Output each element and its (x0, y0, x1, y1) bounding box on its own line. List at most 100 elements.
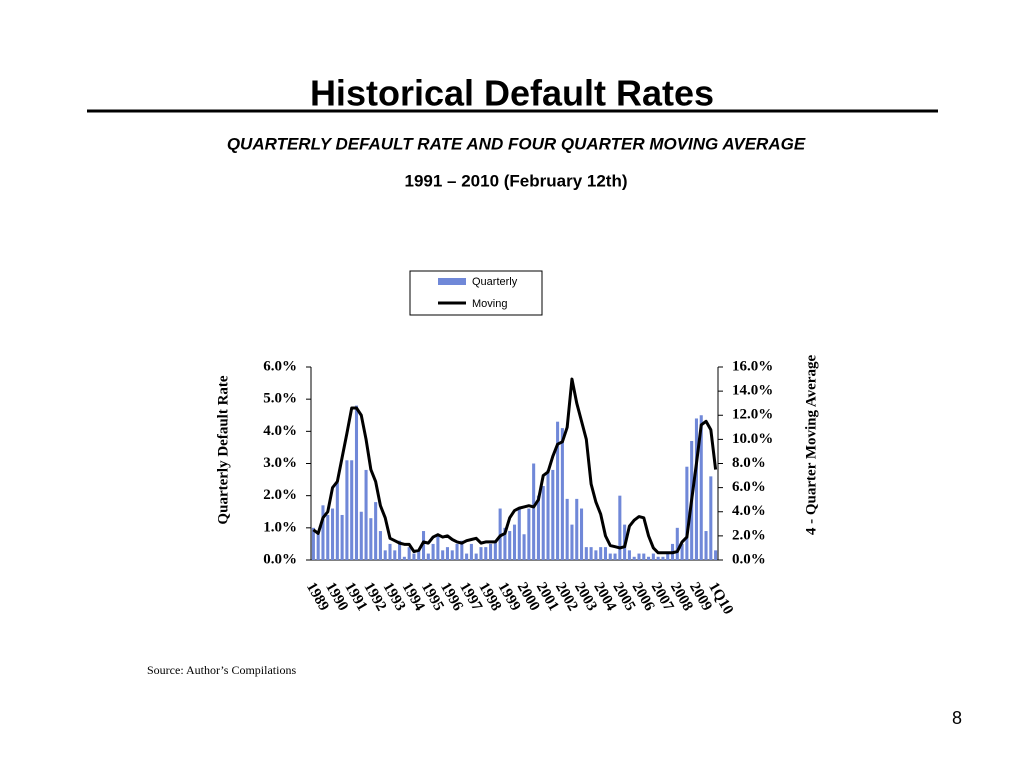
y-tick-label: 4.0% (263, 423, 297, 439)
bar (608, 553, 612, 560)
bar (359, 511, 363, 560)
bar (714, 550, 718, 560)
bar (575, 498, 579, 560)
source-note: Source: Author’s Compilations (147, 663, 296, 677)
bar (541, 486, 545, 560)
y-tick-label: 2.0% (263, 487, 297, 503)
bar (647, 556, 651, 560)
bar (560, 428, 564, 560)
bar (603, 547, 608, 560)
bar (393, 550, 397, 560)
bar (666, 553, 670, 560)
slide-title: Historical Default Rates (310, 73, 714, 114)
bar (556, 421, 560, 560)
bar (412, 553, 416, 560)
bar (489, 543, 493, 560)
bar (398, 540, 402, 560)
bar (340, 514, 344, 560)
bar (685, 466, 689, 560)
bar (311, 527, 315, 560)
bar (316, 534, 320, 560)
bar (455, 543, 459, 560)
bar (493, 540, 497, 560)
bar (374, 502, 378, 560)
bar (508, 531, 512, 560)
y-tick-label: 0.0% (263, 551, 297, 567)
bar (661, 556, 665, 560)
y-axis-label: Quarterly Default Rate (215, 375, 231, 524)
y-tick-label: 6.0% (263, 358, 297, 374)
bar (584, 547, 588, 560)
bar (599, 547, 603, 560)
y-tick-label: 5.0% (263, 391, 297, 407)
bar (364, 469, 368, 560)
bar (474, 553, 478, 560)
y2-tick-label: 16.0% (732, 358, 773, 374)
bar (426, 553, 430, 560)
bar (450, 550, 454, 560)
bar (694, 418, 698, 560)
legend-label: Quarterly (472, 276, 518, 288)
bar (484, 547, 488, 560)
y2-axis-label: 4 - Quarter Moving Average (803, 355, 819, 536)
bar (570, 524, 574, 560)
bar (321, 505, 325, 560)
bar (704, 531, 708, 560)
bar (627, 550, 631, 560)
bar (580, 508, 584, 560)
moving-average-line (312, 377, 718, 555)
bar (383, 550, 387, 560)
legend-swatch (438, 278, 466, 285)
bar (417, 550, 421, 560)
bar (527, 508, 531, 560)
bar (517, 508, 521, 560)
y2-tick-label: 0.0% (732, 551, 766, 567)
bar (402, 556, 406, 560)
y-tick-label: 3.0% (263, 455, 297, 471)
bar (565, 498, 569, 560)
y-tick-label: 1.0% (263, 519, 297, 535)
bar (421, 531, 426, 560)
bar (532, 463, 536, 560)
bar (551, 469, 555, 560)
bar (441, 550, 445, 560)
y2-tick-label: 6.0% (732, 479, 766, 495)
bar (637, 553, 641, 560)
bar (512, 524, 517, 560)
bar (594, 550, 598, 560)
bar (632, 556, 636, 560)
bar (680, 543, 684, 560)
y2-tick-label: 14.0% (732, 383, 773, 399)
bar (589, 547, 593, 560)
subtitle: 1991 – 2010 (February 12th) (404, 171, 627, 190)
bar (479, 547, 483, 560)
page-number: 8 (952, 708, 962, 728)
bar (699, 415, 703, 560)
bar (503, 527, 507, 560)
bar (431, 543, 435, 560)
bar (407, 547, 411, 560)
bar (345, 460, 349, 560)
bar (469, 543, 473, 560)
bar (331, 508, 335, 560)
y2-tick-label: 12.0% (732, 407, 773, 423)
bar (709, 476, 713, 560)
bar (350, 460, 354, 560)
bar (522, 534, 526, 560)
y2-tick-label: 4.0% (732, 503, 766, 519)
bar (369, 518, 373, 560)
bar (436, 534, 440, 560)
bar (465, 553, 469, 560)
bar (354, 405, 359, 560)
bar (613, 553, 617, 560)
bar (656, 556, 660, 560)
bar (651, 553, 655, 560)
y2-tick-label: 8.0% (732, 455, 766, 471)
bar (546, 469, 550, 560)
bar (378, 531, 382, 560)
bar (536, 495, 540, 560)
bar (675, 527, 679, 560)
bar (642, 553, 646, 560)
bar (335, 482, 339, 560)
